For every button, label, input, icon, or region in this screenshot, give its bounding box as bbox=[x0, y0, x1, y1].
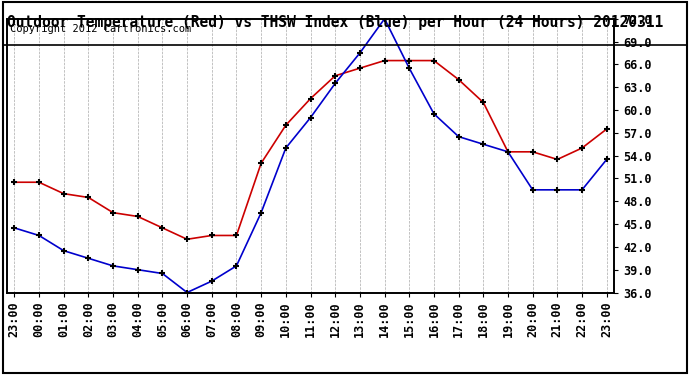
Text: Outdoor Temperature (Red) vs THSW Index (Blue) per Hour (24 Hours) 20120311: Outdoor Temperature (Red) vs THSW Index … bbox=[7, 15, 663, 30]
Text: Copyright 2012 Cartronics.com: Copyright 2012 Cartronics.com bbox=[10, 24, 191, 34]
